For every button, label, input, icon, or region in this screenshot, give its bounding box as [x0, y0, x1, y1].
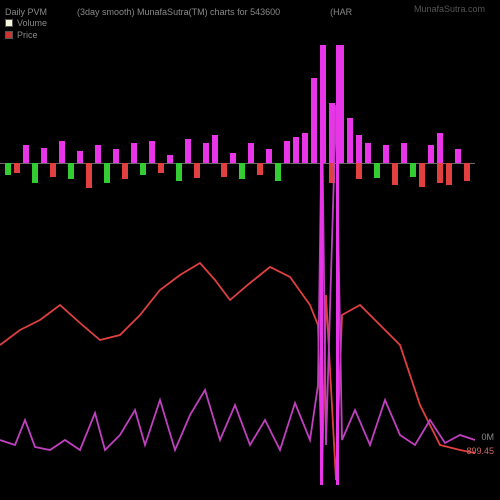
legend-volume: Volume — [5, 18, 47, 28]
spike-bar — [320, 45, 323, 485]
watermark: MunafaSutra.com — [414, 4, 485, 14]
header-title-1: Daily PVM — [5, 7, 47, 17]
price-end-label: 899.45 — [466, 446, 494, 456]
price-line — [0, 263, 475, 480]
chart-area — [0, 45, 475, 485]
header-title-3: (HAR — [330, 7, 352, 17]
line-chart — [0, 45, 475, 485]
volume-line — [0, 105, 475, 450]
legend: Volume Price — [5, 18, 47, 42]
volume-label: Volume — [17, 18, 47, 28]
price-label: Price — [17, 30, 38, 40]
volume-zero-label: 0M — [481, 432, 494, 442]
volume-swatch — [5, 19, 13, 27]
price-swatch — [5, 31, 13, 39]
spike-bar — [336, 45, 339, 485]
header-title-2: (3day smooth) MunafaSutra(TM) charts for… — [77, 7, 280, 17]
legend-price: Price — [5, 30, 47, 40]
